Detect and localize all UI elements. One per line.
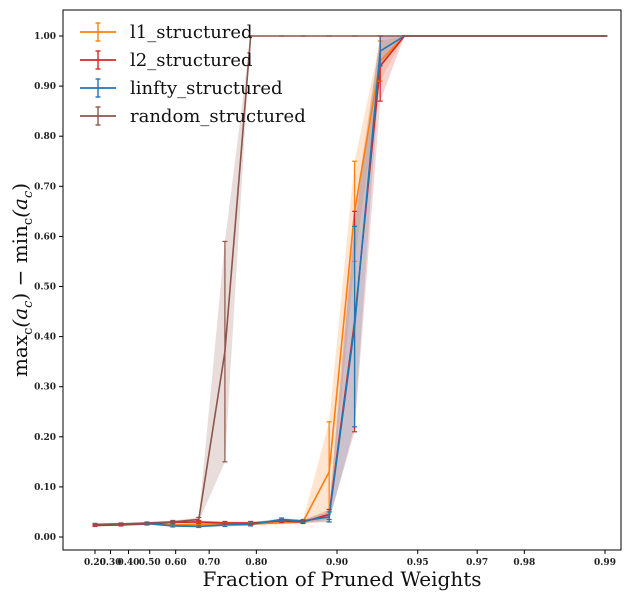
plot-area bbox=[62, 9, 622, 551]
errorbar-linfty_structured-5 bbox=[222, 522, 228, 528]
legend-item-random_structured: random_structured bbox=[80, 106, 306, 127]
y-axis-label: maxc(ac) − minc(ac) bbox=[8, 183, 36, 377]
x-tick-label-5: 0.70 bbox=[198, 558, 220, 568]
x-tick-label-1: 0.30 bbox=[100, 558, 122, 568]
y-tick-label-2: 0.20 bbox=[34, 433, 56, 443]
y-tick-label-3: 0.30 bbox=[34, 383, 56, 393]
band-random_structured bbox=[95, 36, 605, 526]
x-tick-label-0: 0.20 bbox=[84, 558, 106, 568]
errorbar-linfty_structured-10 bbox=[352, 225, 358, 428]
errorbar-linfty_structured-4 bbox=[196, 524, 202, 529]
y-tick-label-9: 0.90 bbox=[34, 82, 56, 92]
x-axis-ticks: 0.200.300.40 0.50 0.60 0.70 0.80 0.90 0.95 0.97… bbox=[84, 550, 616, 568]
y-tick-label-8: 0.80 bbox=[34, 132, 56, 142]
errorbar-random_structured-0 bbox=[92, 522, 98, 527]
y-tick-label-4: 0.40 bbox=[34, 333, 56, 343]
error-bars bbox=[92, 35, 608, 529]
line-random_structured bbox=[94, 35, 605, 526]
errorbar-random_structured-4 bbox=[196, 516, 202, 523]
band-linfty_structured bbox=[95, 36, 605, 528]
y-tick-label-6: 0.60 bbox=[34, 232, 56, 242]
errorbar-linfty_structured-9 bbox=[326, 511, 332, 523]
band-l1_structured bbox=[95, 36, 605, 526]
y-tick-label-5: 0.50 bbox=[34, 283, 56, 293]
x-tick-label-9: 0.97 bbox=[466, 558, 488, 568]
x-tick-label-10: 0.98 bbox=[513, 558, 535, 568]
y-tick-label-7: 0.70 bbox=[34, 182, 56, 192]
legend-item-l1_structured: l1_structured bbox=[80, 22, 253, 43]
line-linfty_structured bbox=[94, 35, 605, 528]
x-tick-label-2: 0.40 bbox=[118, 558, 140, 568]
errorbar-linfty_structured-6 bbox=[248, 522, 254, 527]
y-tick-label-0: 0.00 bbox=[34, 533, 56, 543]
x-tick-label-7: 0.90 bbox=[326, 558, 348, 568]
confidence-bands bbox=[95, 36, 605, 528]
x-tick-label-8: 0.95 bbox=[407, 558, 429, 568]
errorbar-linfty_structured-7 bbox=[279, 517, 285, 522]
errorbar-random_structured-3 bbox=[170, 519, 176, 525]
legend-item-linfty_structured: linfty_structured bbox=[80, 78, 283, 99]
errorbar-random_structured-1 bbox=[118, 522, 124, 526]
x-tick-label-6: 0.80 bbox=[245, 558, 267, 568]
y-tick-label-1: 0.10 bbox=[34, 483, 56, 493]
x-axis-label: Fraction of Pruned Weights bbox=[203, 567, 482, 591]
y-tick-label-10: 1.00 bbox=[34, 32, 56, 42]
legend: l1_structured l2_structured linfty_structu… bbox=[80, 22, 306, 127]
x-tick-label-3: 0.50 bbox=[139, 558, 161, 568]
x-tick-label-11: 0.99 bbox=[594, 558, 616, 568]
y-axis-ticks: 0.00 0.10 0.20 0.30 0.40 0.50 0.60 0.70 0.80 0.90… bbox=[34, 32, 63, 543]
errorbar-linfty_structured-3 bbox=[170, 524, 176, 528]
legend-label-l1_structured: l1_structured bbox=[130, 22, 253, 43]
errorbar-linfty_structured-8 bbox=[300, 518, 306, 524]
errorbar-random_structured-2 bbox=[144, 521, 150, 525]
x-tick-label-4: 0.60 bbox=[165, 558, 187, 568]
legend-label-random_structured: random_structured bbox=[130, 106, 306, 127]
errorbar-random_structured-5 bbox=[222, 240, 228, 463]
legend-label-linfty_structured: linfty_structured bbox=[130, 78, 283, 99]
legend-item-l2_structured: l2_structured bbox=[80, 50, 253, 71]
legend-label-l2_structured: l2_structured bbox=[130, 50, 253, 71]
band-l2_structured bbox=[95, 36, 605, 527]
